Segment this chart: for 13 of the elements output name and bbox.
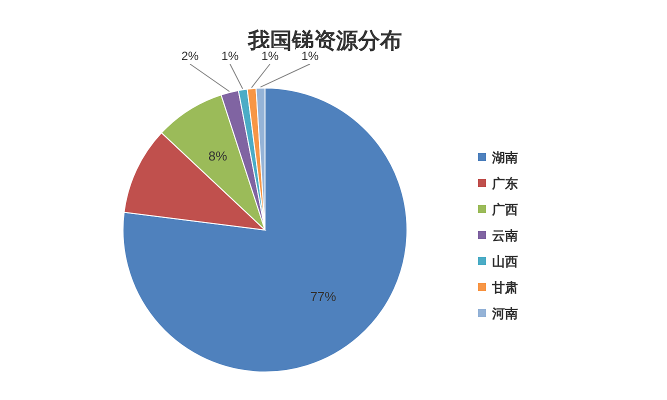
- legend-label: 河南: [491, 307, 518, 322]
- data-label: 1%: [261, 49, 279, 63]
- legend-label: 山西: [492, 255, 518, 270]
- data-label: 1%: [221, 49, 239, 63]
- data-label: 77%: [310, 289, 337, 304]
- legend-label: 湖南: [491, 151, 518, 166]
- legend-label: 广西: [491, 202, 518, 218]
- data-label: 1%: [301, 49, 319, 63]
- legend-label: 广东: [491, 176, 518, 192]
- legend-label: 甘肃: [491, 281, 518, 296]
- legend-label: 云南: [492, 229, 518, 244]
- data-label: 2%: [181, 49, 199, 63]
- data-label: 8%: [208, 148, 228, 164]
